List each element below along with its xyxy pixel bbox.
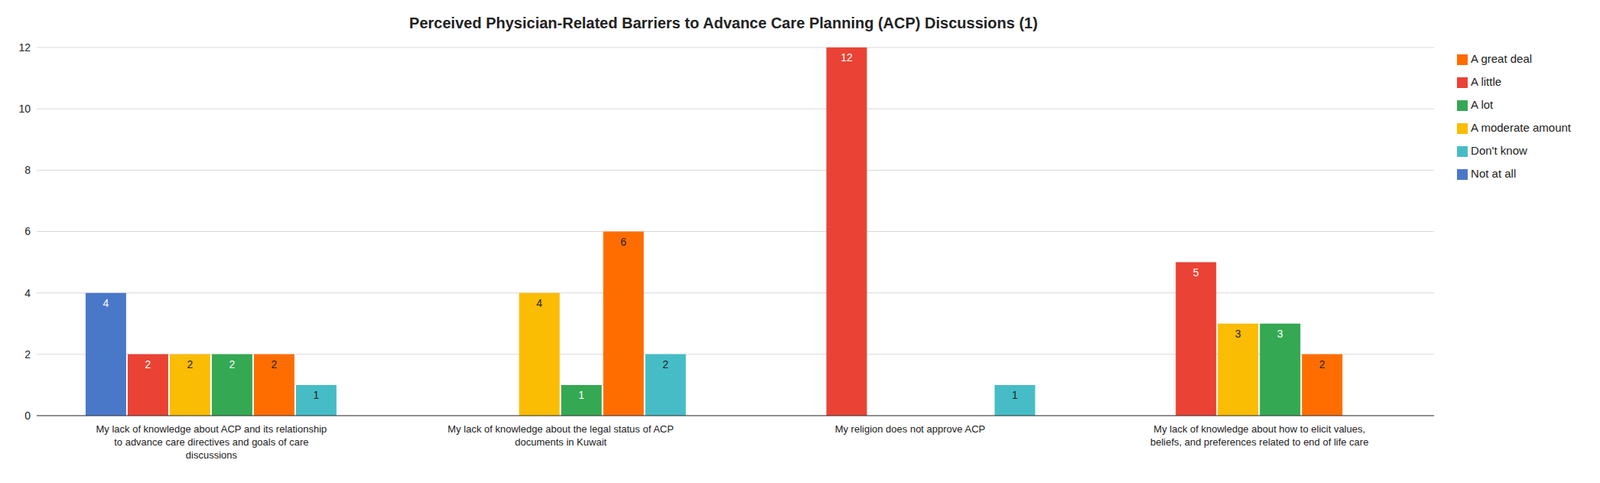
- svg-text:My religion does not approve A: My religion does not approve ACP: [835, 422, 986, 435]
- html-text:A great deal: A great deal: [1470, 52, 1533, 66]
- svg-text:10: 10: [18, 102, 31, 115]
- svg-text:4: 4: [103, 296, 110, 309]
- html-text:A moderate amount: A moderate amount: [1470, 120, 1571, 134]
- svg-text:2: 2: [145, 357, 152, 371]
- html-text:Perceived Physician-Related Ba: Perceived Physician-Related Barriers to …: [409, 14, 1038, 32]
- svg-text:4: 4: [536, 296, 543, 309]
- svg-text:6: 6: [24, 224, 31, 238]
- svg-text:1: 1: [313, 388, 320, 401]
- svg-text:2: 2: [662, 357, 669, 371]
- svg-text:My lack of knowledge about how: My lack of knowledge about how to elicit…: [1150, 422, 1369, 448]
- svg-text:12: 12: [840, 51, 853, 64]
- svg-text:My lack of knowledge about ACP: My lack of knowledge about ACP and its r…: [95, 422, 327, 461]
- svg-text:1: 1: [1011, 388, 1018, 401]
- svg-text:2: 2: [271, 357, 278, 371]
- svg-text:2: 2: [1319, 357, 1326, 371]
- svg-text:2: 2: [187, 357, 194, 371]
- svg-text:3: 3: [1235, 327, 1242, 340]
- svg-text:2: 2: [24, 347, 31, 361]
- html-text:A lot: A lot: [1470, 97, 1494, 111]
- svg-text:1: 1: [578, 388, 585, 401]
- svg-text:2: 2: [229, 357, 236, 371]
- svg-text:3: 3: [1277, 327, 1284, 340]
- svg-text:8: 8: [24, 163, 31, 176]
- html-text:Don't know: Don't know: [1470, 143, 1528, 157]
- svg-text:5: 5: [1193, 266, 1200, 279]
- svg-text:4: 4: [24, 286, 31, 300]
- html-text:A little: A little: [1470, 74, 1502, 88]
- svg-text:My lack of knowledge about the: My lack of knowledge about the legal sta…: [447, 422, 674, 448]
- svg-text:0: 0: [24, 409, 31, 422]
- html-text:Not at all: Not at all: [1470, 166, 1517, 180]
- svg-text:12: 12: [18, 41, 31, 54]
- svg-text:6: 6: [620, 235, 627, 248]
